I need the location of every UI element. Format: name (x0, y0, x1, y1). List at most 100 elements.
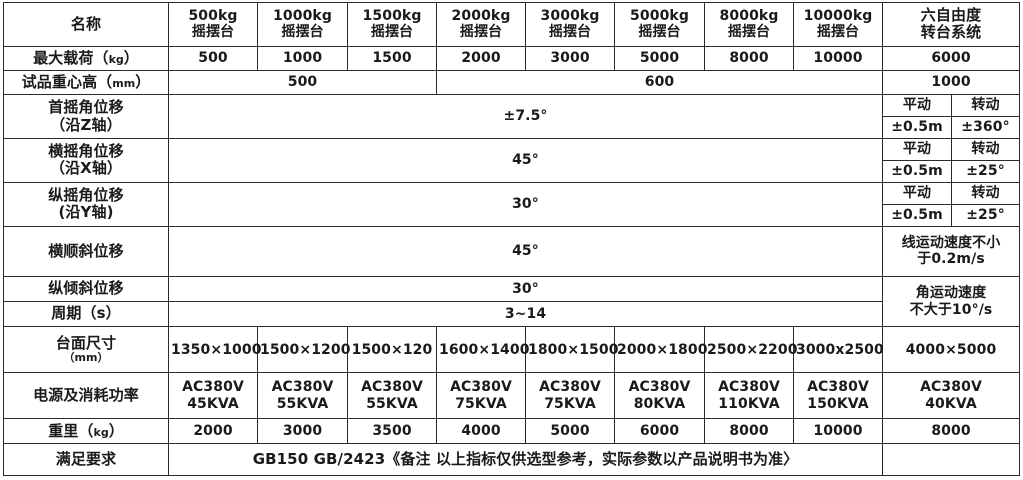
column-capacity: 500kg (188, 7, 238, 24)
power-rating: 110KVA (718, 395, 780, 412)
cell-weight-6: 8000 (704, 418, 794, 445)
row-label-yaw: 首摇角位移 （沿Z轴） (3, 94, 169, 139)
row-label-tail: ） (108, 421, 124, 440)
cell-power-4: AC380V 75KVA (525, 372, 615, 420)
column-header-2000kg: 2000kg 摇摆台 (436, 2, 526, 47)
table-row-table-size: 台面尺寸 （mm） 1350×1000 1500×1200 1500×120 1… (3, 326, 1020, 374)
cell-power-2: AC380V 55KVA (347, 372, 437, 420)
column-kind: 摇摆台 (370, 24, 414, 41)
row-label-line2: (沿Y轴) (58, 203, 114, 222)
cell-max-load-0: 500 (168, 45, 258, 72)
cell-weight-5: 6000 (614, 418, 705, 445)
row-label-line2: （沿X轴） (49, 159, 123, 178)
power-voltage: AC380V (271, 379, 334, 396)
row-label-line1: 台面尺寸 (55, 333, 117, 352)
cell-max-load-5: 5000 (614, 45, 705, 72)
column-header-1500kg: 1500kg 摇摆台 (347, 2, 437, 47)
cell-table-size-0: 1350×1000 (168, 326, 261, 374)
column-header-six-dof: 六自由度 转台系统 (882, 2, 1020, 47)
cell-table-size-4: 1800×1500 (525, 326, 618, 374)
row-label-weight: 重里（kg） (3, 418, 169, 445)
cell-roll-rotation-value: ±25° (951, 159, 1020, 183)
cell-max-load-7: 10000 (793, 45, 883, 72)
column-header-8000kg: 8000kg 摇摆台 (704, 2, 794, 47)
column-capacity: 3000kg (540, 7, 600, 24)
linear-speed-line1: 线运动速度不小 (901, 234, 1001, 251)
cell-yaw-subhead-translation: 平动 (882, 94, 952, 118)
cell-longitudinal-tilt-six-dof: 角运动速度 不大于10°/s (882, 276, 1020, 328)
column-kind: 摇摆台 (548, 24, 592, 41)
cell-roll-value: 45° (168, 138, 883, 183)
cell-weight-2: 3500 (347, 418, 437, 445)
column-kind: 摇摆台 (191, 24, 235, 41)
table-row-max-load: 最大载荷（kg） 500 1000 1500 2000 3000 5000 80… (3, 45, 1020, 72)
row-label-line1: 纵摇角位移 (48, 185, 124, 204)
table-row-cg-height: 试品重心高（mm） 500 600 1000 (3, 69, 1020, 96)
column-kind: 摇摆台 (727, 24, 771, 41)
column-capacity: 5000kg (630, 7, 689, 24)
row-label-max-load: 最大载荷（kg） (3, 45, 169, 72)
cell-pitch-rotation-value: ±25° (951, 203, 1020, 227)
table-row-longitudinal-tilt: 纵倾斜位移 30° 角运动速度 不大于10°/s (3, 276, 1020, 328)
row-label-line2: （mm） (63, 351, 109, 365)
row-label-unit: kg (93, 425, 109, 439)
power-voltage: AC380V (807, 379, 869, 396)
cell-weight-4: 5000 (525, 418, 615, 445)
cell-power-3: AC380V 75KVA (436, 372, 526, 420)
table-row-period: 周期（s） 3~14 (3, 301, 1020, 328)
cell-pitch-value: 30° (168, 181, 883, 227)
power-voltage: AC380V (450, 379, 512, 396)
row-label-text: 试品重心高（ (21, 72, 113, 91)
row-label-text: 最大载荷（ (33, 48, 109, 67)
cell-power-7: AC380V 150KVA (793, 372, 883, 420)
cell-yaw-translation-value: ±0.5m (882, 116, 952, 139)
cell-max-load-2: 1500 (347, 45, 437, 72)
power-rating: 55KVA (276, 395, 329, 412)
column-kind: 摇摆台 (281, 24, 324, 41)
cell-cg-height-group2: 600 (436, 69, 883, 96)
column-header-500kg: 500kg 摇摆台 (168, 2, 258, 47)
cell-pitch-subhead-translation: 平动 (882, 181, 952, 205)
row-label-period: 周期（s） (3, 301, 169, 328)
row-label-tail: ） (123, 48, 139, 67)
power-rating: 75KVA (544, 395, 596, 412)
cell-lateral-tilt-value: 45° (168, 225, 883, 278)
cell-weight-3: 4000 (436, 418, 526, 445)
table-row-weight: 重里（kg） 2000 3000 3500 4000 5000 6000 800… (3, 418, 1020, 445)
cell-weight-0: 2000 (168, 418, 258, 445)
cell-period-value: 3~14 (168, 301, 883, 328)
row-label-requirement: 满足要求 (3, 443, 169, 476)
cell-table-size-1: 1500×1200 (257, 326, 350, 374)
cell-max-load-6: 8000 (704, 45, 794, 72)
power-rating: 45KVA (187, 395, 239, 412)
row-label-unit: mm (112, 76, 136, 90)
power-rating: 80KVA (633, 395, 686, 412)
cell-power-5: AC380V 80KVA (614, 372, 705, 420)
cell-table-size-6: 2500×2200 (704, 326, 797, 374)
power-voltage: AC380V (718, 379, 780, 396)
row-label-line1: 横摇角位移 (48, 141, 124, 160)
column-capacity: 1500kg (362, 7, 422, 24)
cell-table-size-5: 2000×1800 (614, 326, 707, 374)
cell-requirement-value: GB150 GB/2423《备注 以上指标仅供选型参考，实际参数以产品说明书为准… (168, 443, 883, 476)
row-label-table-size: 台面尺寸 （mm） (3, 326, 169, 374)
cell-power-six-dof: AC380V 40KVA (882, 372, 1020, 420)
row-label-line2: （沿Z轴） (50, 115, 122, 134)
row-label-longitudinal-tilt: 纵倾斜位移 (3, 276, 169, 303)
cell-table-size-six-dof: 4000×5000 (882, 326, 1020, 374)
power-rating: 75KVA (455, 395, 507, 412)
linear-speed-line2: 于0.2m/s (917, 251, 985, 268)
table-row-power: 电源及消耗功率 AC380V 45KVA AC380V 55KVA AC380V… (3, 372, 1020, 420)
cell-max-load-3: 2000 (436, 45, 526, 72)
table-row-pitch-subhead: 纵摇角位移 (沿Y轴) 30° 平动 转动 (3, 181, 1020, 227)
table-row-pitch-subvalue: ±0.5m ±25° (4, 203, 1020, 227)
column-header-10000kg: 10000kg 摇摆台 (793, 2, 883, 47)
row-label-line1: 首摇角位移 (48, 97, 124, 116)
cell-roll-subhead-rotation: 转动 (951, 138, 1020, 161)
six-dof-line1: 六自由度 (920, 5, 982, 24)
row-label-power: 电源及消耗功率 (3, 372, 169, 420)
cell-longitudinal-tilt-value: 30° (168, 276, 883, 303)
cell-max-load-1: 1000 (257, 45, 348, 72)
table-header-row: 名称 500kg 摇摆台 1000kg 摇摆台 1500kg 摇摆台 2000k… (3, 2, 1020, 47)
